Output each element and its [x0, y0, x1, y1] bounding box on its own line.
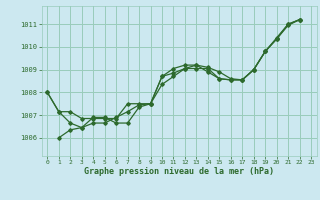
X-axis label: Graphe pression niveau de la mer (hPa): Graphe pression niveau de la mer (hPa)	[84, 167, 274, 176]
